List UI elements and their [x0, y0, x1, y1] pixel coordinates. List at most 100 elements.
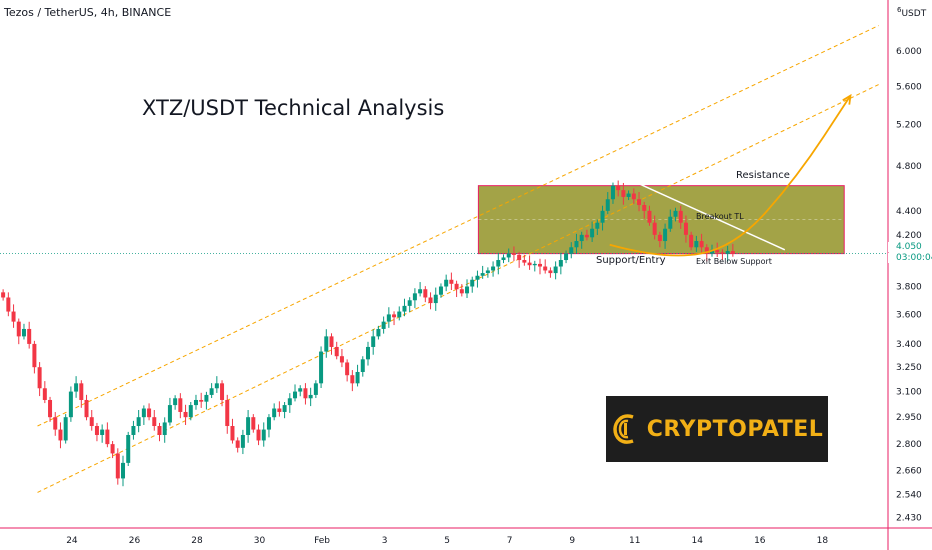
candle-body [21, 328, 26, 337]
current-price-tag: 4.050 [888, 242, 932, 252]
chart-title: XTZ/USDT Technical Analysis [142, 96, 445, 120]
y-tick-label: 5.600 [896, 82, 922, 92]
x-tick-label: Feb [314, 536, 330, 546]
axis-unit-text: USDT [901, 9, 927, 19]
candle-body [48, 399, 53, 418]
y-tick-label: 2.540 [896, 490, 922, 500]
candle-body [402, 305, 407, 312]
candle-body [282, 405, 287, 412]
candle-body [663, 228, 668, 242]
candle-body [214, 383, 219, 389]
candle-body [392, 314, 397, 318]
axis-unit-prefix: 6 [897, 6, 902, 14]
candle-body [371, 336, 376, 347]
support-entry-label: Support/Entry [596, 255, 666, 266]
candle-body [298, 388, 303, 392]
candle-body [574, 241, 579, 248]
candle-body [193, 399, 198, 406]
candle-body [121, 462, 126, 479]
candle-body [710, 249, 715, 254]
candle-body [183, 411, 188, 418]
candle-body [558, 260, 563, 267]
candle-body [303, 388, 308, 399]
candle-body [584, 234, 589, 238]
x-tick-label: 26 [129, 536, 141, 546]
candle-body [16, 321, 21, 337]
candle-body [407, 300, 412, 306]
candle-body [412, 293, 417, 301]
bar-countdown: 03:00:04 [888, 253, 932, 263]
channel-lower-line [37, 84, 879, 493]
candle-body [94, 426, 99, 435]
candle-body [74, 383, 79, 392]
candle-body [595, 222, 600, 229]
candle-body [715, 249, 720, 253]
candle-body [89, 417, 94, 427]
candle-body [167, 405, 172, 423]
candle-body [537, 263, 542, 267]
candle-body [105, 429, 110, 445]
x-tick-label: 18 [817, 536, 829, 546]
candle-body [642, 205, 647, 211]
symbol-header: Tezos / TetherUS, 4h, BINANCE [4, 6, 172, 19]
candle-body [334, 346, 339, 357]
projection-arrow [609, 95, 852, 257]
axis-unit-label[interactable]: 6USDT [897, 6, 926, 19]
candle-body [720, 252, 725, 254]
candle-body [319, 351, 324, 384]
candle-body [313, 383, 318, 395]
candle-body [350, 375, 355, 384]
candle-body [365, 346, 370, 360]
exit-below-support-label: Exit Below Support [696, 257, 772, 266]
candle-body [256, 429, 261, 441]
candle-body [491, 266, 496, 271]
candle-body [293, 391, 298, 399]
candle-body [423, 289, 428, 298]
candle-body [204, 394, 209, 402]
candle-body [115, 453, 120, 479]
y-tick-label: 3.100 [896, 388, 922, 398]
candle-body [418, 289, 423, 294]
candle-body [631, 193, 636, 200]
x-tick-label: 16 [754, 536, 766, 546]
candle-body [188, 405, 193, 418]
y-tick-label: 4.200 [896, 231, 922, 241]
x-tick-label: 7 [507, 536, 513, 546]
y-tick-label: 3.800 [896, 283, 922, 293]
candle-body [475, 275, 480, 280]
candle-body [506, 253, 511, 258]
candle-body [647, 210, 652, 223]
candle-body [730, 251, 735, 254]
candle-body [438, 286, 443, 295]
candle-body [1, 292, 6, 298]
candle-body [345, 362, 350, 376]
candle-body [220, 383, 225, 400]
candle-body [553, 266, 558, 274]
y-tick-label: 5.200 [896, 121, 922, 131]
candle-body [527, 262, 532, 266]
candle-body [131, 426, 136, 435]
candle-body [433, 294, 438, 304]
candle-body [100, 429, 105, 435]
candle-body [689, 234, 694, 248]
candle-body [381, 321, 386, 329]
candle-body [517, 254, 522, 261]
candle-body [240, 434, 245, 448]
candle-body [173, 398, 178, 406]
y-tick-label: 6.000 [896, 47, 922, 57]
candle-body [480, 273, 485, 276]
candle-body [225, 399, 230, 427]
candle-body [287, 398, 292, 406]
x-tick-label: 3 [382, 536, 388, 546]
candle-body [725, 251, 730, 254]
candle-body [449, 279, 454, 284]
candle-body [355, 371, 360, 384]
candle-body [694, 241, 699, 248]
candle-body [360, 359, 365, 372]
candle-body [110, 444, 115, 454]
y-tick-label: 4.400 [896, 207, 922, 217]
candle-body [209, 388, 214, 395]
candle-body [590, 228, 595, 238]
y-tick-label: 2.660 [896, 467, 922, 477]
